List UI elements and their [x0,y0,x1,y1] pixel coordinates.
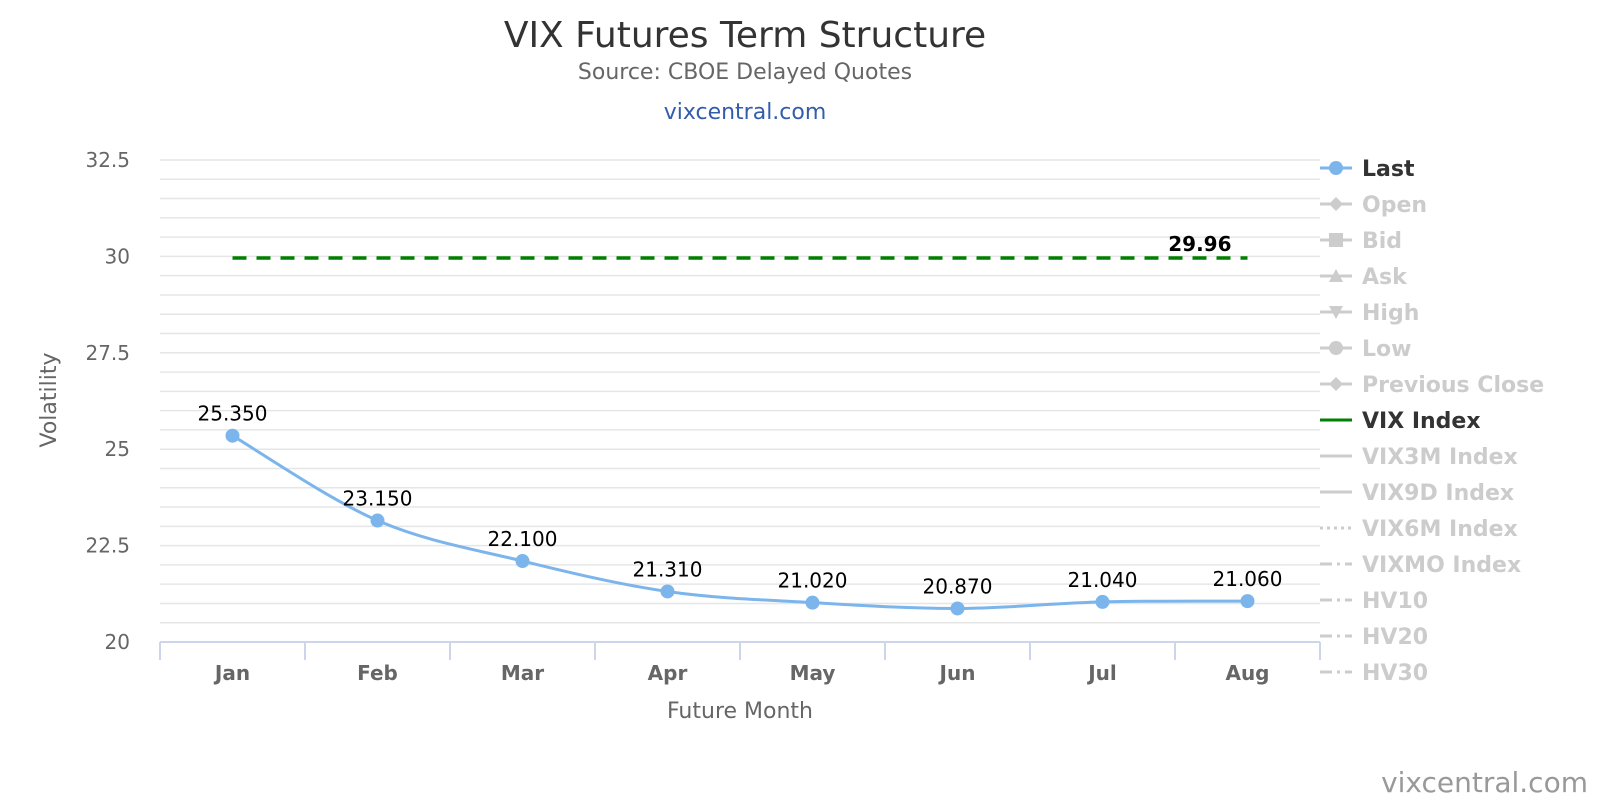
legend-label: Bid [1362,229,1402,254]
legend-label: VIX3M Index [1362,445,1518,470]
legend-item-high[interactable]: High [1320,301,1419,326]
legend-triangle-icon [1329,269,1343,282]
series-layer: 29.96 25.350 23.150 22.100 21.310 21.020 20.87… [198,232,1283,616]
grid-lines [160,159,1320,624]
credit-link[interactable]: vixcentral.com [1381,766,1588,799]
legend-circle-icon [1329,161,1343,175]
legend-label: VIX9D Index [1362,481,1514,506]
legend-label: VIX6M Index [1362,517,1518,542]
legend-item-low[interactable]: Low [1320,337,1411,362]
last-data-label: 25.350 [198,402,268,426]
legend-square-icon [1329,233,1343,247]
legend-item-open[interactable]: Open [1320,193,1427,218]
y-tick-label: 20 [105,630,130,654]
y-axis-title: Volatility [37,352,62,447]
y-tick-label: 32.5 [85,148,130,172]
legend-diamond-icon [1329,377,1343,391]
legend-label: Open [1362,193,1427,218]
legend-item-ask[interactable]: Ask [1320,265,1408,290]
chart-subtitle: Source: CBOE Delayed Quotes [578,60,912,85]
last-data-label: 21.060 [1213,567,1283,591]
legend-label: Low [1362,337,1411,362]
x-tick-label: Jul [1086,661,1117,685]
last-data-point[interactable] [1095,594,1110,609]
x-tick-label: May [790,661,836,685]
legend-diamond-icon [1329,197,1343,211]
legend-item-last[interactable]: Last [1320,157,1415,182]
last-data-point[interactable] [1240,594,1255,609]
last-data-label: 20.870 [923,574,993,598]
legend-item-hv20[interactable]: HV20 [1320,625,1428,650]
legend-label: Previous Close [1362,373,1544,398]
y-axis: 20 22.5 25 27.5 30 32.5 [85,148,130,654]
legend: Last Open Bid Ask High Low Previous Close VIX I… [1320,157,1544,686]
y-tick-label: 30 [105,244,130,268]
legend-label: Last [1362,157,1415,182]
last-data-label: 23.150 [343,487,413,511]
last-data-point[interactable] [805,595,820,610]
legend-item-hv10[interactable]: HV10 [1320,589,1428,614]
legend-label: VIX Index [1362,409,1481,434]
last-data-label: 22.100 [488,527,558,551]
legend-item-vix-index[interactable]: VIX Index [1320,409,1481,434]
last-data-point[interactable] [950,601,965,616]
x-axis-title: Future Month [667,699,813,724]
legend-item-previous-close[interactable]: Previous Close [1320,373,1544,398]
last-data-point[interactable] [660,584,675,599]
y-tick-label: 22.5 [85,534,130,558]
x-tick-label: Apr [648,661,688,685]
last-series-line[interactable] [231,434,1248,610]
x-tick-label: Mar [501,661,544,685]
x-tick-label: Jun [938,661,976,685]
x-tick-label: Feb [357,661,398,685]
y-tick-label: 25 [105,437,130,461]
legend-label: Ask [1362,265,1408,290]
last-data-label: 21.310 [633,557,703,581]
last-data-label: 21.020 [778,569,848,593]
legend-label: HV10 [1362,589,1428,614]
last-data-point[interactable] [515,554,530,569]
legend-label: HV30 [1362,661,1428,686]
legend-item-vix6m-index[interactable]: VIX6M Index [1320,517,1518,542]
source-link[interactable]: vixcentral.com [664,100,827,125]
chart-title: VIX Futures Term Structure [504,15,986,56]
legend-item-hv30[interactable]: HV30 [1320,661,1428,686]
legend-label: VIXMO Index [1362,553,1521,578]
legend-triangle-down-icon [1329,306,1343,319]
x-axis: Jan Feb Mar Apr May Jun Jul Aug [159,641,1321,685]
last-data-point[interactable] [370,513,385,528]
legend-item-vix3m-index[interactable]: VIX3M Index [1320,445,1518,470]
last-data-point[interactable] [225,428,240,443]
x-tick-label: Jan [213,661,250,685]
legend-item-vixmo-index[interactable]: VIXMO Index [1320,553,1521,578]
legend-item-bid[interactable]: Bid [1320,229,1402,254]
vix-index-data-label: 29.96 [1168,232,1231,256]
x-tick-label: Aug [1225,661,1269,685]
legend-label: HV20 [1362,625,1428,650]
legend-label: High [1362,301,1419,326]
legend-item-vix9d-index[interactable]: VIX9D Index [1320,481,1514,506]
y-tick-label: 27.5 [85,341,130,365]
legend-circle-icon [1329,341,1343,355]
last-data-label: 21.040 [1068,568,1138,592]
